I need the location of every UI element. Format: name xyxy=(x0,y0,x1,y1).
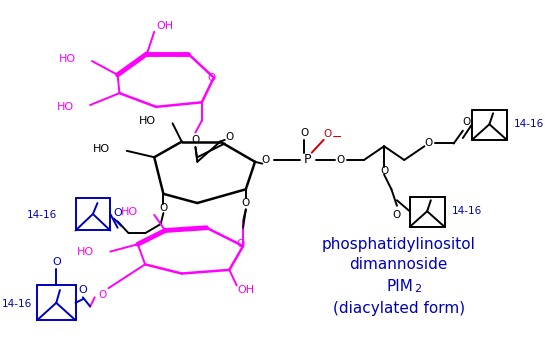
Text: O: O xyxy=(78,285,87,295)
Text: O: O xyxy=(262,155,270,165)
Text: O: O xyxy=(424,139,432,148)
Text: O: O xyxy=(207,73,215,82)
Text: 14-16: 14-16 xyxy=(514,119,544,129)
Text: PIM: PIM xyxy=(387,279,414,294)
Text: O: O xyxy=(225,132,233,142)
Text: (diacylated form): (diacylated form) xyxy=(332,301,465,316)
Text: phosphatidylinositol: phosphatidylinositol xyxy=(322,237,476,252)
Text: O: O xyxy=(323,129,331,139)
Text: OH: OH xyxy=(156,21,174,31)
Text: O: O xyxy=(393,210,401,220)
Text: dimannoside: dimannoside xyxy=(349,257,448,272)
Text: HO: HO xyxy=(58,54,76,64)
Text: O: O xyxy=(380,166,388,176)
Text: O: O xyxy=(336,155,344,165)
Text: O: O xyxy=(52,257,60,267)
Text: O: O xyxy=(113,208,122,218)
Text: O: O xyxy=(462,117,471,127)
Text: O: O xyxy=(241,198,250,208)
Text: O: O xyxy=(236,239,245,249)
Text: HO: HO xyxy=(93,144,110,154)
Text: HO: HO xyxy=(57,102,74,112)
Text: HO: HO xyxy=(120,207,138,217)
Text: 14-16: 14-16 xyxy=(27,210,57,220)
Text: −: − xyxy=(331,131,342,144)
Text: OH: OH xyxy=(237,285,255,295)
Text: HO: HO xyxy=(139,115,156,126)
Text: 14-16: 14-16 xyxy=(452,206,482,216)
Text: O: O xyxy=(159,203,167,213)
Text: P: P xyxy=(304,154,311,167)
Text: O: O xyxy=(99,290,107,299)
Text: O: O xyxy=(300,127,308,138)
Text: 14-16: 14-16 xyxy=(2,299,33,309)
Text: HO: HO xyxy=(77,246,94,257)
Text: 2: 2 xyxy=(414,284,421,294)
Text: O: O xyxy=(191,135,199,145)
